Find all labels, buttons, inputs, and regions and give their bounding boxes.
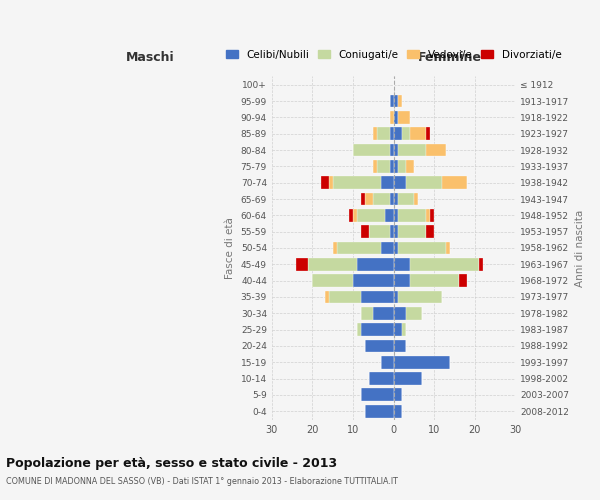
Bar	[377, 160, 389, 172]
Bar	[353, 144, 389, 156]
Bar	[394, 111, 398, 124]
Bar	[446, 242, 451, 254]
Bar	[394, 290, 398, 304]
Bar	[361, 192, 365, 205]
Bar	[325, 290, 329, 304]
Bar	[337, 242, 382, 254]
Bar	[361, 290, 394, 304]
Bar	[394, 258, 410, 270]
Bar	[458, 274, 467, 287]
Bar	[398, 94, 401, 108]
Bar	[382, 356, 394, 368]
Bar	[401, 323, 406, 336]
Text: Popolazione per età, sesso e stato civile - 2013: Popolazione per età, sesso e stato civil…	[6, 458, 337, 470]
Bar	[373, 128, 377, 140]
Bar	[389, 111, 394, 124]
Bar	[394, 372, 422, 385]
Bar	[329, 290, 361, 304]
Bar	[361, 323, 394, 336]
Bar	[389, 128, 394, 140]
Bar	[389, 192, 394, 205]
Bar	[394, 388, 401, 401]
Bar	[373, 307, 394, 320]
Bar	[394, 226, 398, 238]
Bar	[406, 307, 422, 320]
Text: Femmine: Femmine	[418, 50, 482, 64]
Y-axis label: Anni di nascita: Anni di nascita	[575, 210, 585, 286]
Bar	[398, 226, 426, 238]
Bar	[394, 144, 398, 156]
Bar	[394, 340, 406, 352]
Bar	[410, 128, 426, 140]
Bar	[394, 274, 410, 287]
Bar	[394, 242, 398, 254]
Bar	[382, 242, 394, 254]
Bar	[349, 209, 353, 222]
Bar	[296, 258, 308, 270]
Bar	[398, 242, 446, 254]
Bar	[313, 274, 353, 287]
Bar	[410, 274, 458, 287]
Bar	[394, 176, 406, 189]
Bar	[394, 128, 401, 140]
Bar	[389, 226, 394, 238]
Bar	[426, 226, 434, 238]
Bar	[426, 144, 446, 156]
Bar	[320, 176, 329, 189]
Bar	[369, 372, 394, 385]
Bar	[401, 128, 410, 140]
Bar	[357, 209, 385, 222]
Bar	[369, 226, 389, 238]
Bar	[382, 176, 394, 189]
Bar	[361, 388, 394, 401]
Bar	[394, 160, 398, 172]
Bar	[377, 128, 389, 140]
Bar	[332, 176, 382, 189]
Bar	[365, 405, 394, 417]
Bar	[442, 176, 467, 189]
Bar	[389, 160, 394, 172]
Bar	[426, 209, 430, 222]
Bar	[365, 192, 373, 205]
Bar	[398, 111, 410, 124]
Text: Maschi: Maschi	[126, 50, 175, 64]
Bar	[398, 192, 414, 205]
Bar	[414, 192, 418, 205]
Bar	[365, 340, 394, 352]
Bar	[426, 128, 430, 140]
Bar	[361, 226, 369, 238]
Bar	[398, 144, 426, 156]
Bar	[410, 258, 479, 270]
Legend: Celibi/Nubili, Coniugati/e, Vedovi/e, Divorziati/e: Celibi/Nubili, Coniugati/e, Vedovi/e, Di…	[223, 46, 565, 63]
Bar	[389, 94, 394, 108]
Bar	[329, 176, 332, 189]
Bar	[353, 274, 394, 287]
Bar	[373, 160, 377, 172]
Bar	[389, 144, 394, 156]
Bar	[398, 209, 426, 222]
Bar	[398, 290, 442, 304]
Bar	[394, 94, 398, 108]
Bar	[361, 307, 373, 320]
Bar	[394, 209, 398, 222]
Bar	[406, 176, 442, 189]
Bar	[430, 209, 434, 222]
Bar	[398, 160, 406, 172]
Bar	[353, 209, 357, 222]
Bar	[373, 192, 389, 205]
Text: COMUNE DI MADONNA DEL SASSO (VB) - Dati ISTAT 1° gennaio 2013 - Elaborazione TUT: COMUNE DI MADONNA DEL SASSO (VB) - Dati …	[6, 478, 398, 486]
Bar	[385, 209, 394, 222]
Y-axis label: Fasce di età: Fasce di età	[225, 217, 235, 279]
Bar	[308, 258, 357, 270]
Bar	[394, 405, 401, 417]
Bar	[394, 192, 398, 205]
Bar	[357, 323, 361, 336]
Bar	[394, 307, 406, 320]
Bar	[406, 160, 414, 172]
Bar	[394, 323, 401, 336]
Bar	[479, 258, 483, 270]
Bar	[332, 242, 337, 254]
Bar	[357, 258, 394, 270]
Bar	[394, 356, 451, 368]
